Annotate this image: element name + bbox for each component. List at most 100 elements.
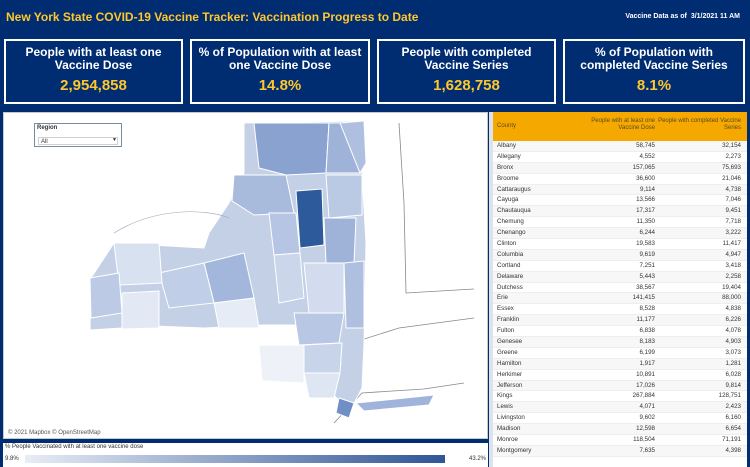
table-row[interactable]: Kings 267,884 128,751 [493,391,747,403]
cell-first-dose: 36,600 [636,174,655,182]
cell-completed: 6,160 [725,414,741,422]
chevron-down-icon[interactable]: ▼ [112,137,117,143]
table-row[interactable]: Herkimer 10,891 6,028 [493,370,747,381]
table-row[interactable]: Allegany 4,552 2,273 [493,152,747,163]
cell-first-dose: 7,635 [639,446,655,454]
table-row[interactable]: Monroe 118,504 71,191 [493,435,747,446]
table-row[interactable]: Cayuga 13,566 7,046 [493,195,747,207]
cell-county: Fulton [497,327,515,335]
region-select[interactable]: All [38,137,118,145]
region-filter: Region All ▼ [34,123,122,147]
county-sullivan[interactable] [258,344,305,384]
table-row[interactable]: Chautauqua 17,317 9,451 [493,206,747,218]
cell-county: Herkimer [497,370,523,378]
map-attribution: © 2021 Mapbox © OpenStreetMap [8,430,101,436]
county-monroe[interactable] [113,242,163,286]
cell-first-dose: 38,567 [636,283,655,291]
county-rensselaer[interactable] [343,260,365,329]
county-broome[interactable] [213,297,260,329]
county-clinton[interactable] [339,120,367,175]
cell-first-dose: 267,884 [632,392,655,400]
table-row[interactable]: Albany 58,745 32,154 [493,141,747,152]
cell-first-dose: 9,619 [639,250,655,258]
kpi-card-pct-completed: % of Population with completed Vaccine S… [563,39,745,104]
county-orange[interactable] [303,372,341,399]
cell-completed: 9,814 [725,381,741,389]
table-row[interactable]: Lewis 4,071 2,423 [493,402,747,414]
kpi-card-first-dose: People with at least one Vaccine Dose 2,… [4,39,183,104]
table-row[interactable]: Bronx 157,065 75,693 [493,162,747,174]
table-row[interactable]: Delaware 5,443 2,258 [493,271,747,283]
legend-min: 9.8% [5,456,19,462]
cell-county: Kings [497,392,513,400]
cell-first-dose: 118,504 [633,436,655,444]
county-map[interactable] [4,113,487,438]
table-row[interactable]: Montgomery 7,635 4,398 [493,445,747,457]
kpi-value: 2,954,858 [60,77,127,94]
table-row[interactable]: Broome 36,600 21,046 [493,174,747,185]
county-dutchess[interactable] [303,342,343,374]
county-warren[interactable] [323,217,357,264]
column-header-first-dose[interactable]: People with at least one Vaccine Dose [591,118,655,131]
color-legend: % People Vaccinated with at least one va… [3,443,488,467]
table-row[interactable]: Erie 141,415 88,000 [493,293,747,305]
kpi-value: 14.8% [258,77,302,94]
table-row[interactable]: Franklin 11,177 6,226 [493,315,747,327]
table-row[interactable]: Greene 6,199 3,073 [493,348,747,359]
cell-first-dose: 8,528 [639,305,655,313]
county-lewis[interactable] [268,212,301,256]
county-hamilton[interactable] [295,188,325,249]
column-header-county[interactable]: County [497,123,517,129]
county-westchester[interactable] [335,397,355,419]
cell-completed: 4,838 [725,305,741,313]
table-row[interactable]: Dutchess 38,567 19,404 [493,283,747,294]
state-border-line [398,122,475,294]
vertical-scrollbar[interactable] [489,112,493,467]
table-row[interactable]: Columbia 9,619 4,947 [493,249,747,261]
table-row[interactable]: Clinton 19,583 11,417 [493,239,747,250]
table-row[interactable]: Genesee 8,183 4,903 [493,337,747,348]
cell-county: Livingston [497,414,525,422]
table-row[interactable]: Cortland 7,251 3,418 [493,261,747,272]
table-row[interactable]: Essex 8,528 4,838 [493,304,747,316]
cell-county: Bronx [497,163,514,171]
column-header-completed[interactable]: People with completed Vaccine Series [658,118,741,131]
county-herkimer[interactable] [273,252,305,304]
cell-first-dose: 6,199 [639,348,655,356]
cell-first-dose: 58,745 [636,142,655,149]
county-st-lawrence[interactable] [253,122,330,176]
cell-county: Allegany [497,152,521,160]
cell-completed: 2,423 [725,403,741,411]
cell-completed: 2,273 [725,152,741,160]
county-saratoga[interactable] [303,262,345,314]
as-of-label: Vaccine Data as of [625,13,687,20]
table-row[interactable]: Jefferson 17,026 9,814 [493,380,747,392]
table-row[interactable]: Hamilton 1,917 1,281 [493,358,747,370]
cell-county: Montgomery [497,446,532,454]
cell-completed: 6,226 [725,316,741,324]
cell-completed: 4,947 [725,250,741,258]
cell-county: Erie [497,294,509,302]
table-row[interactable]: Livingston 9,602 6,160 [493,413,747,425]
cell-completed: 11,417 [722,240,741,248]
county-suffolk[interactable] [354,394,435,412]
table-row[interactable]: Cattaraugus 9,114 4,738 [493,184,747,196]
table-row[interactable]: Chenango 6,244 3,222 [493,228,747,240]
cell-county: Monroe [497,436,518,444]
cell-completed: 75,693 [722,163,741,171]
kpi-label: People with at least one Vaccine Dose [25,45,162,72]
cell-first-dose: 11,350 [636,218,655,226]
table-row[interactable]: Fulton 6,838 4,078 [493,326,747,338]
cell-first-dose: 12,598 [636,425,655,433]
cell-first-dose: 4,071 [639,403,655,411]
table-row[interactable]: Chemung 11,350 7,718 [493,217,747,229]
county-erie[interactable] [89,272,123,319]
county-essex[interactable] [325,174,363,219]
cell-completed: 6,028 [725,370,741,378]
table-row[interactable]: Madison 12,598 6,654 [493,424,747,436]
cell-county: Albany [497,142,516,149]
cell-completed: 4,398 [725,446,741,454]
cell-first-dose: 4,552 [639,152,655,160]
county-allegany[interactable] [121,290,160,330]
county-albany[interactable] [293,312,345,346]
